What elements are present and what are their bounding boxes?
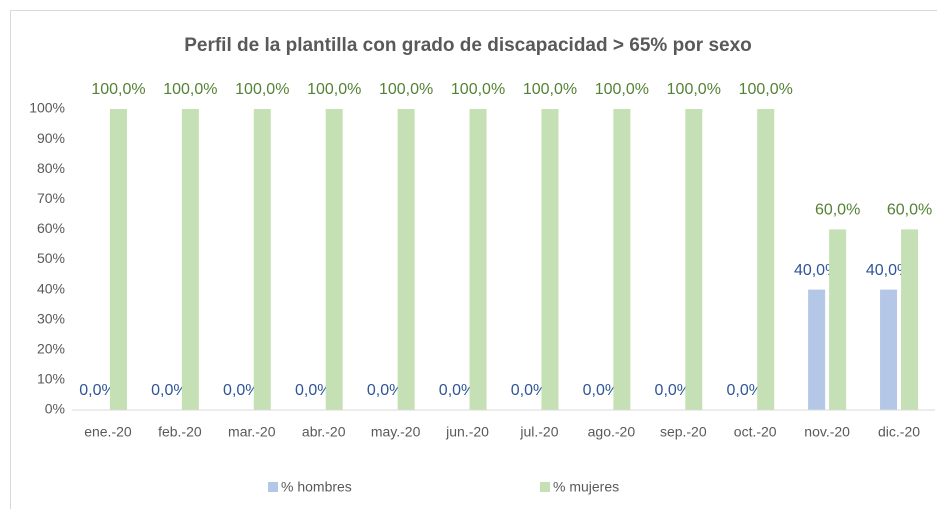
value-label: 100,0% (307, 81, 361, 98)
value-label: 100,0% (235, 81, 289, 98)
chart-title: Perfil de la plantilla con grado de disc… (184, 35, 752, 56)
bar (541, 109, 559, 410)
value-label: 100,0% (667, 81, 721, 98)
value-label: 60,0% (815, 202, 860, 219)
x-tick-label: jul.-20 (519, 424, 558, 440)
x-tick-label: may.-20 (371, 424, 421, 440)
x-tick-label: abr.-20 (302, 424, 346, 440)
bar (469, 109, 487, 410)
y-tick-label: 90% (37, 130, 65, 146)
value-label: 0,0% (726, 382, 762, 399)
value-label: 0,0% (79, 382, 115, 399)
value-label: 40,0% (866, 262, 911, 279)
x-tick-label: oct.-20 (734, 424, 777, 440)
value-label: 40,0% (794, 262, 839, 279)
bar (829, 229, 847, 410)
bar (253, 109, 271, 410)
value-label: 100,0% (91, 81, 145, 98)
value-label: 100,0% (739, 81, 793, 98)
bar (181, 109, 199, 410)
bar (397, 109, 415, 410)
value-label: 0,0% (367, 382, 403, 399)
value-label: 0,0% (223, 382, 259, 399)
bar (880, 289, 898, 410)
y-tick-label: 60% (37, 220, 65, 236)
value-label: 0,0% (511, 382, 547, 399)
value-label: 100,0% (379, 81, 433, 98)
legend-swatch (268, 482, 278, 492)
legend-label: % mujeres (553, 479, 619, 495)
y-tick-label: 80% (37, 160, 65, 176)
x-tick-label: nov.-20 (804, 424, 850, 440)
value-label: 100,0% (451, 81, 505, 98)
value-label: 100,0% (523, 81, 577, 98)
y-tick-label: 10% (37, 371, 65, 387)
y-tick-label: 50% (37, 250, 65, 266)
legend-swatch (540, 482, 550, 492)
value-label: 100,0% (163, 81, 217, 98)
bar (613, 109, 631, 410)
y-tick-label: 70% (37, 190, 65, 206)
bar (325, 109, 343, 410)
value-label: 0,0% (655, 382, 691, 399)
legend-label: % hombres (281, 479, 352, 495)
y-tick-label: 100% (29, 100, 65, 116)
y-tick-label: 30% (37, 310, 65, 326)
x-tick-label: ago.-20 (588, 424, 636, 440)
x-tick-label: ene.-20 (84, 424, 132, 440)
value-label: 0,0% (583, 382, 619, 399)
value-label: 0,0% (439, 382, 475, 399)
x-tick-label: jun.-20 (445, 424, 489, 440)
x-tick-label: sep.-20 (660, 424, 707, 440)
bar (757, 109, 775, 410)
y-tick-label: 40% (37, 280, 65, 296)
y-tick-label: 0% (45, 401, 65, 417)
value-label: 100,0% (595, 81, 649, 98)
x-tick-label: dic.-20 (878, 424, 920, 440)
bar (901, 229, 919, 410)
bar (808, 289, 826, 410)
value-label: 60,0% (887, 202, 932, 219)
bar (109, 109, 127, 410)
x-tick-label: feb.-20 (158, 424, 202, 440)
value-label: 0,0% (295, 382, 331, 399)
y-tick-label: 20% (37, 341, 65, 357)
value-label: 0,0% (151, 382, 187, 399)
x-tick-label: mar.-20 (228, 424, 276, 440)
bar (685, 109, 703, 410)
